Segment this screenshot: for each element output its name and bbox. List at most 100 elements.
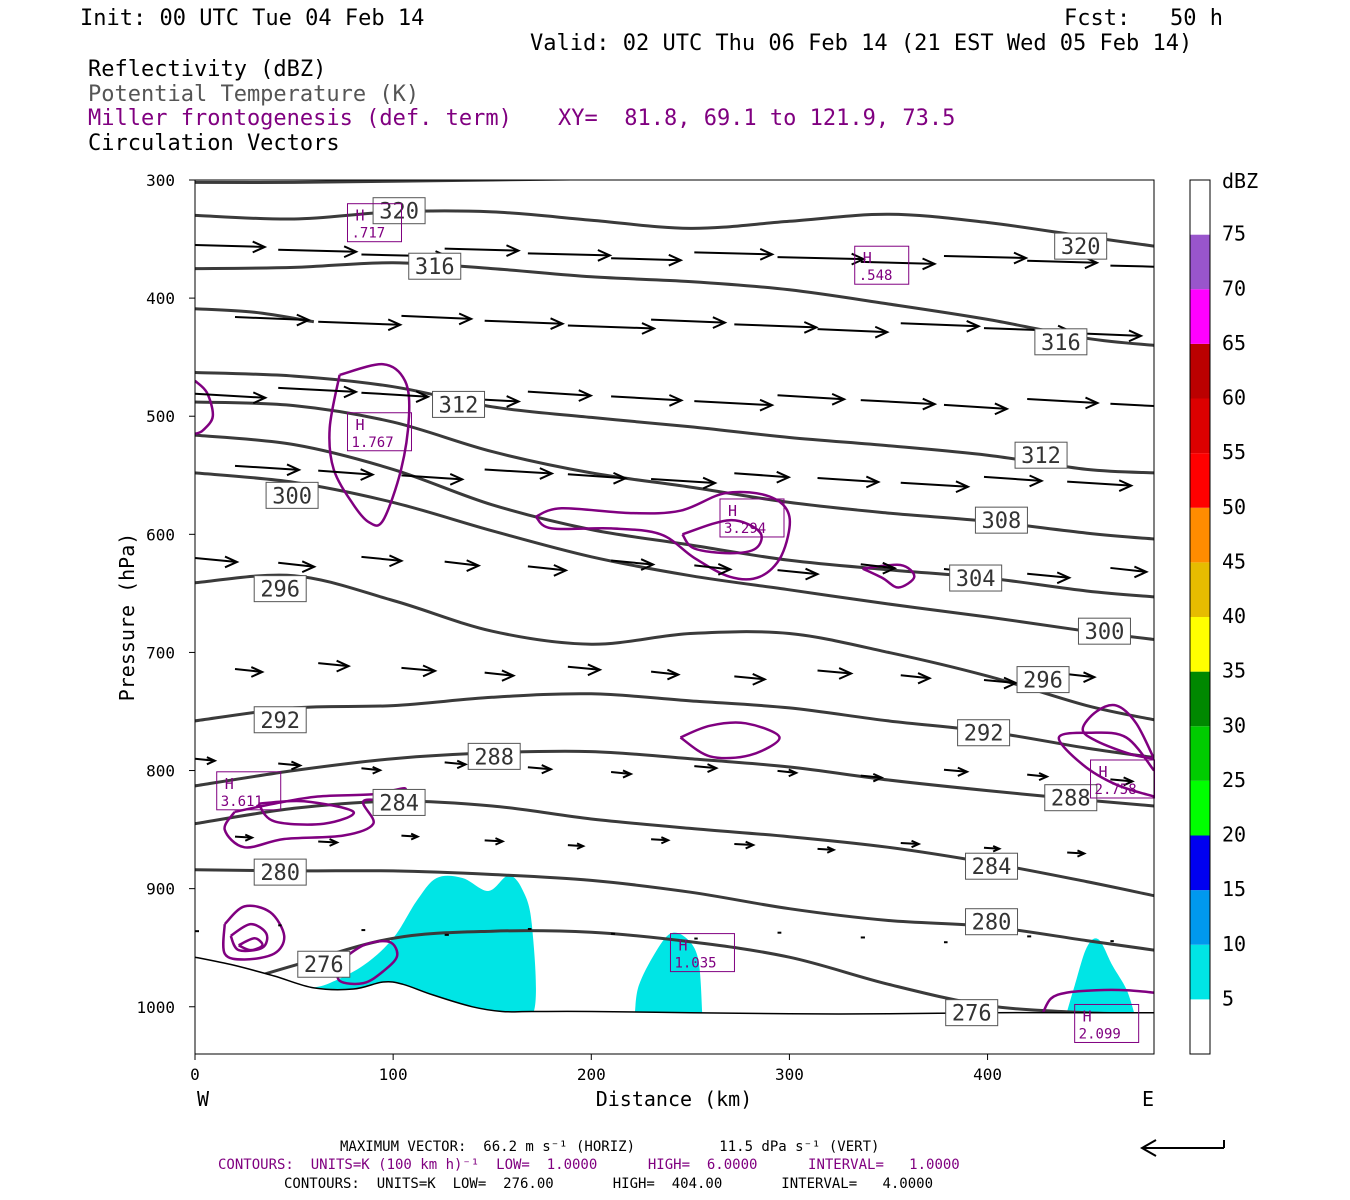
circulation-vector: [278, 385, 359, 399]
circulation-vector: [777, 768, 799, 778]
circulation-vector: [195, 555, 240, 569]
y-tick-label: 800: [146, 762, 175, 781]
colorbar-label: 40: [1222, 604, 1246, 628]
theta-label-11: 296: [1016, 666, 1070, 694]
circulation-vector: [983, 474, 1045, 488]
circulation-vector: [361, 390, 431, 404]
theta-label-text: 288: [474, 745, 514, 770]
field-reflectivity: Reflectivity (dBZ): [88, 57, 327, 82]
circulation-vector: [234, 463, 302, 477]
circulation-vector: [484, 467, 555, 480]
circulation-vector: [195, 391, 268, 405]
fronto-max-letter: H: [225, 775, 234, 793]
theta-label-text: 304: [956, 567, 996, 592]
terrain-line: [195, 956, 1154, 1015]
fronto-max-letter: H: [1099, 763, 1108, 781]
circulation-vector: [900, 672, 932, 685]
theta-label-15: 288: [1044, 784, 1098, 812]
theta-label-3: 316: [1034, 328, 1088, 356]
fronto-max-letter: H: [863, 249, 872, 267]
circulation-vector: [610, 769, 634, 779]
theta-label-20: 276: [297, 950, 351, 978]
fronto-max-value: 1.767: [351, 435, 393, 451]
y-tick-label: 500: [146, 407, 175, 426]
circulation-vector: [278, 760, 303, 771]
y-axis-label: Pressure (hPa): [115, 533, 139, 702]
colorbar-label: 65: [1222, 331, 1246, 355]
fronto-max-letter: H: [355, 207, 364, 225]
fronto-max-1: H.548: [854, 245, 910, 285]
theta-label-text: 300: [1085, 620, 1125, 645]
circulation-vector: [361, 765, 383, 775]
circulation-vector: [651, 476, 718, 490]
circulation-vector: [318, 468, 376, 481]
theta-label-text: 280: [260, 861, 300, 886]
fronto-max-3: H3.294: [719, 498, 785, 538]
theta-contour-16: [195, 799, 1154, 898]
circulation-vector: [983, 845, 1002, 853]
circulation-vector: [900, 839, 922, 849]
circulation-vector: [527, 764, 554, 775]
colorbar-label: 35: [1222, 659, 1246, 683]
frontogenesis-contour-layer: [195, 362, 1154, 1014]
circulation-vector: [567, 322, 657, 335]
fronto-contour-8: [238, 937, 264, 952]
theta-label-text: 320: [1061, 235, 1101, 260]
circulation-vector: [777, 252, 867, 266]
east-label: E: [1142, 1087, 1154, 1111]
colorbar-bin: [1190, 234, 1210, 290]
theta-contour-layer: [195, 180, 1154, 1016]
circulation-vector: [484, 837, 506, 846]
circulation-vector: [777, 567, 820, 581]
circulation-vector: [318, 318, 403, 332]
circulation-vector: [734, 673, 768, 686]
colorbar-label: 25: [1222, 768, 1246, 792]
theta-contour-0: [195, 209, 1154, 248]
circulation-vector: [860, 772, 885, 783]
theta-label-text: 300: [272, 484, 312, 509]
fronto-max-5: H2.758: [1090, 759, 1156, 799]
valid-time: Valid: 02 UTC Thu 06 Feb 14 (21 EST Wed …: [530, 31, 1193, 56]
circulation-vector: [611, 558, 656, 571]
fronto-max-letter: H: [678, 937, 687, 955]
theta-label-12: 292: [253, 706, 307, 734]
forecast-hour: Fcst: 50 h: [1064, 6, 1223, 31]
circulation-vector: [401, 832, 421, 841]
circulation-vector: [860, 397, 938, 411]
circulation-vector: [444, 244, 521, 257]
circulation-vector: [278, 245, 359, 259]
field-frontogenesis: Miller frontogenesis (def. term): [88, 106, 512, 131]
colorbar-bin: [1190, 398, 1210, 454]
circulation-vector: [651, 316, 728, 329]
circulation-vector: [734, 840, 756, 850]
x-axis-label: Distance (km): [596, 1087, 753, 1111]
theta-label-2: 316: [408, 252, 462, 280]
colorbar-bin: [1190, 562, 1210, 617]
circulation-vector: [567, 842, 586, 850]
y-tick-label: 700: [146, 643, 175, 662]
fronto-open-contour-3: [1041, 988, 1154, 1014]
theta-label-text: 312: [439, 393, 479, 418]
theta-label-19: 280: [965, 908, 1019, 936]
theta-label-8: 304: [949, 564, 1003, 592]
fronto-max-letter: H: [728, 502, 737, 520]
circulation-vector: [278, 560, 317, 574]
init-time: Init: 00 UTC Tue 04 Feb 14: [80, 6, 425, 31]
colorbar-bin: [1190, 999, 1210, 1054]
circulation-vector: [650, 668, 681, 681]
circulation-vector: [195, 240, 268, 254]
circulation-vector: [1067, 479, 1134, 492]
fronto-max-letter: H: [1083, 1007, 1092, 1025]
circulation-vector: [401, 312, 474, 326]
west-label: W: [197, 1087, 210, 1111]
theta-contour-12: [195, 692, 1154, 759]
theta-contour-info: CONTOURS: UNITS=K LOW= 276.00 HIGH= 404.…: [284, 1176, 934, 1192]
circulation-vector: [611, 394, 684, 407]
theta-label-6: 300: [265, 481, 319, 509]
circulation-vector: [817, 667, 854, 680]
axes-layer: 300 400 500 600 700 800 900 1000 0 100 200 300 400: [136, 171, 1002, 1084]
theta-label-18: 280: [253, 858, 307, 886]
theta-label-text: 280: [972, 911, 1012, 936]
circulation-vector: [1027, 396, 1100, 410]
colorbar-bin: [1190, 944, 1210, 1000]
